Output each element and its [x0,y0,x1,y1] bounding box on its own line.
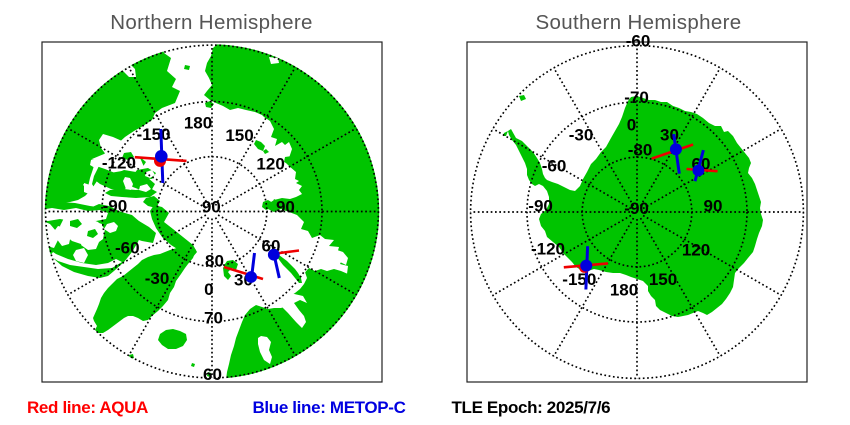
svg-text:Southern Hemisphere: Southern Hemisphere [535,11,741,34]
svg-text:90: 90 [276,198,295,217]
svg-text:Northern Hemisphere: Northern Hemisphere [110,11,313,34]
svg-text:60: 60 [203,365,222,384]
svg-text:Blue line: METOP-C: Blue line: METOP-C [253,398,406,417]
svg-text:-120: -120 [102,153,136,172]
svg-text:120: 120 [682,241,710,260]
svg-text:TLE Epoch: 2025/7/6: TLE Epoch: 2025/7/6 [452,398,611,417]
svg-text:-150: -150 [136,125,170,144]
svg-text:90: 90 [704,197,723,216]
svg-text:-30: -30 [569,126,594,145]
svg-text:0: 0 [627,116,636,135]
svg-text:0: 0 [204,280,213,299]
svg-text:-90: -90 [528,197,553,216]
svg-text:-60: -60 [542,157,567,176]
svg-text:70: 70 [204,309,223,328]
svg-text:180: 180 [610,281,638,300]
svg-text:150: 150 [649,270,677,289]
svg-text:-90: -90 [624,199,649,218]
svg-text:-80: -80 [628,141,653,160]
svg-text:-150: -150 [562,270,596,289]
svg-text:Red line: AQUA: Red line: AQUA [27,398,148,417]
svg-text:150: 150 [225,126,253,145]
svg-text:-60: -60 [626,32,651,51]
svg-text:-30: -30 [145,269,170,288]
svg-text:-120: -120 [531,240,565,259]
svg-text:-90: -90 [103,197,128,216]
svg-text:-60: -60 [115,239,140,258]
svg-text:180: 180 [184,114,212,133]
svg-text:80: 80 [205,252,224,271]
svg-text:-70: -70 [624,88,649,107]
svg-text:120: 120 [256,155,284,174]
svg-text:90: 90 [202,198,221,217]
